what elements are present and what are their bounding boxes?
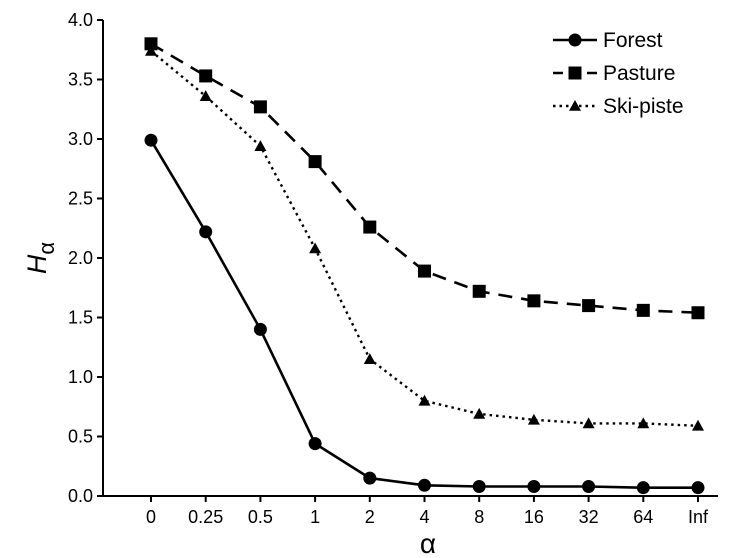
legend-marker-pasture (568, 66, 582, 80)
legend-label-forest: Forest (603, 29, 663, 52)
data-point-forest (527, 479, 541, 493)
y-axis-title: Hα (22, 242, 59, 275)
legend-marker-ski-piste (569, 100, 581, 111)
x-tick-label: 0 (146, 507, 156, 527)
data-point-pasture (144, 37, 158, 51)
x-tick-label: 64 (633, 507, 653, 527)
series-ski-piste (145, 44, 704, 431)
data-point-forest (253, 322, 267, 336)
legend-marker-forest (568, 33, 582, 47)
y-axis-title-main: H (22, 254, 52, 274)
x-tick-label: 8 (474, 507, 484, 527)
data-point-pasture (527, 294, 541, 308)
series-group (144, 37, 705, 495)
y-axis-ticks: 0.0 0.5 1.0 1.5 2.0 2.5 3.0 3.5 4.0 (68, 10, 103, 506)
y-tick-label: 3.5 (68, 70, 93, 90)
series-forest (144, 133, 705, 495)
x-tick-label: 16 (524, 507, 544, 527)
data-point-pasture (472, 284, 486, 298)
data-point-pasture (308, 155, 322, 169)
y-tick-label: 2.0 (68, 248, 93, 268)
data-point-pasture (253, 100, 267, 114)
data-point-pasture (418, 264, 431, 278)
data-point-pasture (636, 303, 650, 317)
data-point-forest (363, 471, 377, 485)
legend-item-pasture: Pasture (553, 62, 675, 85)
legend: Forest Pasture Ski-piste (553, 29, 684, 118)
data-point-ski-piste (692, 419, 704, 431)
data-point-ski-piste (473, 407, 486, 419)
x-tick-label: 0.25 (188, 507, 223, 527)
data-point-ski-piste (145, 44, 157, 56)
legend-label-pasture: Pasture (603, 62, 675, 85)
data-point-pasture (691, 306, 705, 320)
legend-label-ski-piste: Ski-piste (603, 95, 684, 118)
y-tick-label: 0.5 (68, 427, 93, 447)
y-tick-label: 1.5 (68, 308, 93, 328)
data-point-ski-piste (527, 413, 540, 425)
x-tick-label: 2 (365, 507, 375, 527)
x-tick-label: 32 (579, 507, 599, 527)
data-point-ski-piste (254, 140, 267, 151)
data-point-pasture (199, 69, 213, 83)
data-point-pasture (363, 220, 377, 234)
x-tick-label: 4 (419, 507, 429, 527)
data-point-forest (582, 479, 596, 493)
data-point-forest (308, 437, 322, 451)
y-tick-label: 3.0 (68, 129, 93, 149)
series-line-pasture (150, 42, 699, 314)
x-axis-title: α (420, 528, 436, 558)
y-tick-label: 1.0 (68, 367, 93, 387)
series-line-ski-piste (150, 49, 699, 427)
series-pasture (144, 37, 705, 320)
legend-item-forest: Forest (553, 29, 663, 52)
data-point-ski-piste (637, 417, 650, 429)
data-point-pasture (582, 299, 596, 313)
data-point-ski-piste (363, 353, 376, 364)
data-point-forest (144, 133, 158, 147)
data-point-forest (691, 481, 705, 495)
data-point-ski-piste (309, 242, 322, 254)
x-tick-label: Inf (688, 507, 709, 527)
data-point-forest (636, 481, 650, 495)
data-point-forest (472, 479, 486, 493)
y-tick-label: 2.5 (68, 189, 93, 209)
series-line-forest (149, 139, 698, 490)
x-tick-label: 0.5 (248, 507, 273, 527)
y-tick-label: 4.0 (68, 10, 93, 30)
data-point-ski-piste (199, 90, 212, 101)
y-tick-label: 0.0 (68, 486, 93, 506)
data-point-ski-piste (418, 394, 431, 406)
x-axis-ticks: 0 0.25 0.5 1 2 4 8 16 32 64 Inf (146, 496, 709, 527)
data-point-ski-piste (582, 417, 595, 429)
data-point-forest (418, 478, 431, 492)
legend-item-ski-piste: Ski-piste (553, 95, 684, 118)
data-point-forest (199, 225, 213, 239)
y-axis-title-subscript: α (34, 242, 59, 255)
x-tick-label: 1 (310, 507, 320, 527)
